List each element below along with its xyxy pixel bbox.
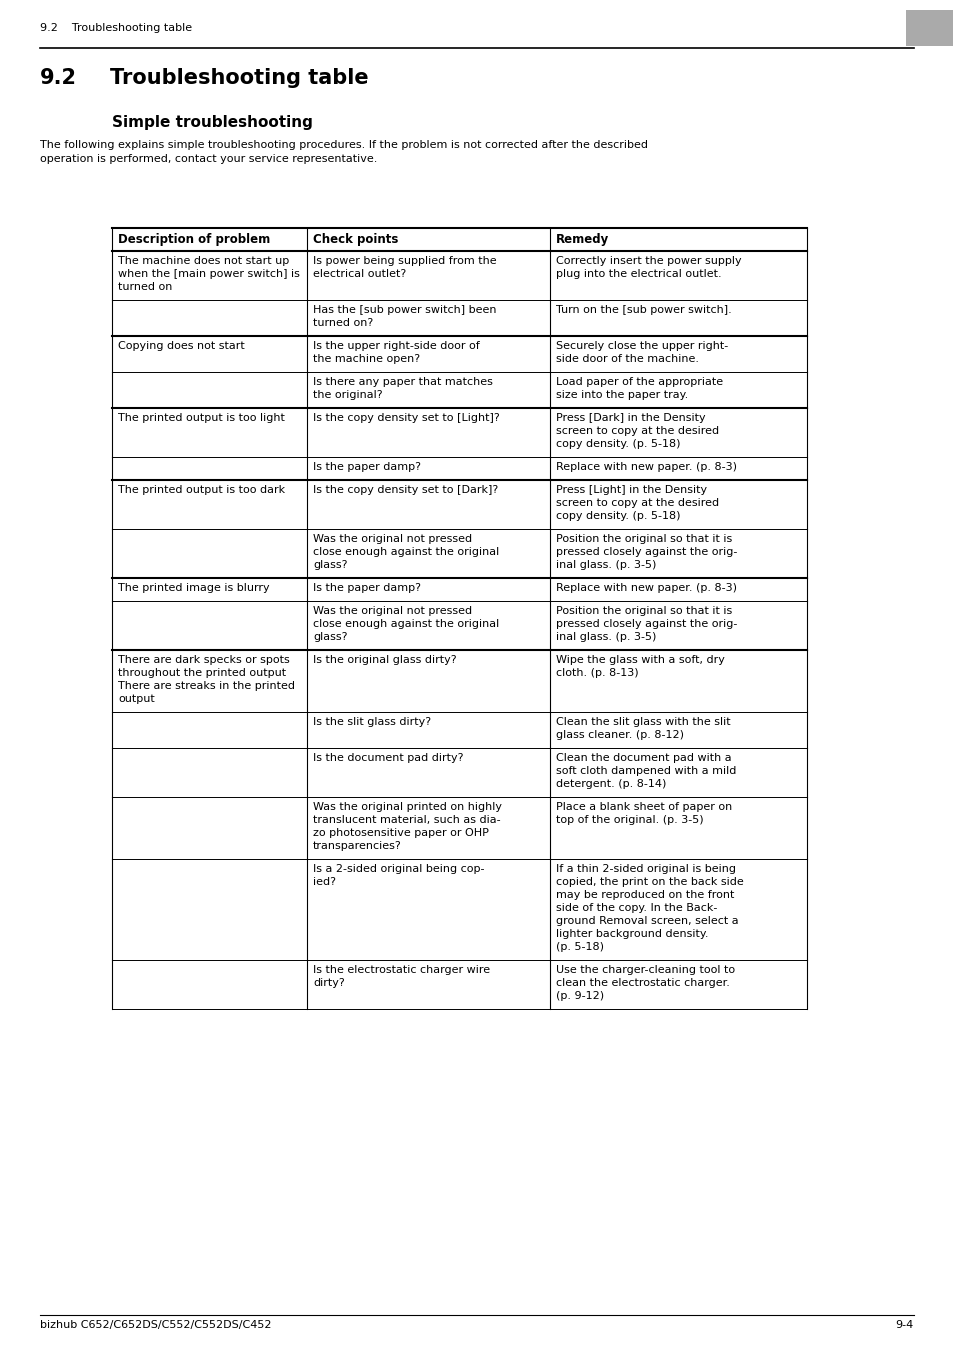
Text: Check points: Check points <box>313 234 398 246</box>
Text: Turn on the [sub power switch].: Turn on the [sub power switch]. <box>556 305 731 315</box>
Text: soft cloth dampened with a mild: soft cloth dampened with a mild <box>556 765 736 776</box>
Text: Remedy: Remedy <box>556 234 609 246</box>
Text: top of the original. (p. 3-5): top of the original. (p. 3-5) <box>556 815 703 825</box>
Text: Securely close the upper right-: Securely close the upper right- <box>556 342 727 351</box>
Text: glass?: glass? <box>313 560 347 570</box>
Text: Wipe the glass with a soft, dry: Wipe the glass with a soft, dry <box>556 655 724 666</box>
Text: close enough against the original: close enough against the original <box>313 547 498 558</box>
Text: Is the upper right-side door of: Is the upper right-side door of <box>313 342 479 351</box>
Text: dirty?: dirty? <box>313 977 344 988</box>
Text: zo photosensitive paper or OHP: zo photosensitive paper or OHP <box>313 828 488 838</box>
Text: Is a 2-sided original being cop-: Is a 2-sided original being cop- <box>313 864 484 873</box>
Text: copy density. (p. 5-18): copy density. (p. 5-18) <box>556 512 679 521</box>
Text: Correctly insert the power supply: Correctly insert the power supply <box>556 256 740 266</box>
Text: Position the original so that it is: Position the original so that it is <box>556 606 732 616</box>
Text: pressed closely against the orig-: pressed closely against the orig- <box>556 620 737 629</box>
Text: glass cleaner. (p. 8-12): glass cleaner. (p. 8-12) <box>556 730 683 740</box>
Text: pressed closely against the orig-: pressed closely against the orig- <box>556 547 737 558</box>
Text: close enough against the original: close enough against the original <box>313 620 498 629</box>
Text: screen to copy at the desired: screen to copy at the desired <box>556 427 719 436</box>
Text: plug into the electrical outlet.: plug into the electrical outlet. <box>556 269 720 279</box>
Text: The printed image is blurry: The printed image is blurry <box>118 583 270 593</box>
Text: ground Removal screen, select a: ground Removal screen, select a <box>556 917 738 926</box>
Text: translucent material, such as dia-: translucent material, such as dia- <box>313 815 500 825</box>
Text: Has the [sub power switch] been: Has the [sub power switch] been <box>313 305 496 315</box>
Text: transparencies?: transparencies? <box>313 841 401 850</box>
Text: throughout the printed output: throughout the printed output <box>118 668 286 678</box>
Text: bizhub C652/C652DS/C552/C552DS/C452: bizhub C652/C652DS/C552/C552DS/C452 <box>40 1320 272 1330</box>
Text: may be reproduced on the front: may be reproduced on the front <box>556 890 734 900</box>
Text: cloth. (p. 8-13): cloth. (p. 8-13) <box>556 668 638 678</box>
Text: Press [Light] in the Density: Press [Light] in the Density <box>556 485 706 495</box>
Text: Replace with new paper. (p. 8-3): Replace with new paper. (p. 8-3) <box>556 462 737 472</box>
Text: 9.2: 9.2 <box>40 68 77 88</box>
Text: Is the original glass dirty?: Is the original glass dirty? <box>313 655 456 666</box>
Text: Is the copy density set to [Light]?: Is the copy density set to [Light]? <box>313 413 499 423</box>
Text: clean the electrostatic charger.: clean the electrostatic charger. <box>556 977 729 988</box>
Text: Is the copy density set to [Dark]?: Is the copy density set to [Dark]? <box>313 485 497 495</box>
Text: Place a blank sheet of paper on: Place a blank sheet of paper on <box>556 802 732 811</box>
Text: size into the paper tray.: size into the paper tray. <box>556 390 687 400</box>
Text: 9: 9 <box>922 18 937 38</box>
Text: The printed output is too light: The printed output is too light <box>118 413 285 423</box>
Text: Was the original not pressed: Was the original not pressed <box>313 606 472 616</box>
Text: Troubleshooting table: Troubleshooting table <box>110 68 368 88</box>
Text: Was the original not pressed: Was the original not pressed <box>313 535 472 544</box>
Text: If a thin 2-sided original is being: If a thin 2-sided original is being <box>556 864 735 873</box>
Text: output: output <box>118 694 154 703</box>
Text: There are streaks in the printed: There are streaks in the printed <box>118 680 294 691</box>
Text: Is power being supplied from the: Is power being supplied from the <box>313 256 497 266</box>
Text: the original?: the original? <box>313 390 382 400</box>
Text: electrical outlet?: electrical outlet? <box>313 269 406 279</box>
Text: Press [Dark] in the Density: Press [Dark] in the Density <box>556 413 705 423</box>
Text: Is the document pad dirty?: Is the document pad dirty? <box>313 753 463 763</box>
Text: copy density. (p. 5-18): copy density. (p. 5-18) <box>556 439 679 450</box>
Text: Is the paper damp?: Is the paper damp? <box>313 462 420 472</box>
Text: turned on?: turned on? <box>313 319 373 328</box>
Text: 9.2    Troubleshooting table: 9.2 Troubleshooting table <box>40 23 192 32</box>
Text: Clean the document pad with a: Clean the document pad with a <box>556 753 731 763</box>
Text: inal glass. (p. 3-5): inal glass. (p. 3-5) <box>556 560 656 570</box>
Text: Clean the slit glass with the slit: Clean the slit glass with the slit <box>556 717 730 728</box>
Text: side door of the machine.: side door of the machine. <box>556 354 699 364</box>
Text: There are dark specks or spots: There are dark specks or spots <box>118 655 290 666</box>
Text: The machine does not start up: The machine does not start up <box>118 256 289 266</box>
Text: (p. 9-12): (p. 9-12) <box>556 991 603 1000</box>
Text: The printed output is too dark: The printed output is too dark <box>118 485 285 495</box>
Text: when the [main power switch] is: when the [main power switch] is <box>118 269 299 279</box>
Text: inal glass. (p. 3-5): inal glass. (p. 3-5) <box>556 632 656 643</box>
Text: (p. 5-18): (p. 5-18) <box>556 942 603 952</box>
Text: Description of problem: Description of problem <box>118 234 270 246</box>
Text: The following explains simple troubleshooting procedures. If the problem is not : The following explains simple troublesho… <box>40 140 647 150</box>
Text: side of the copy. In the Back-: side of the copy. In the Back- <box>556 903 717 913</box>
Text: detergent. (p. 8-14): detergent. (p. 8-14) <box>556 779 666 788</box>
Text: Is the slit glass dirty?: Is the slit glass dirty? <box>313 717 431 728</box>
Text: Position the original so that it is: Position the original so that it is <box>556 535 732 544</box>
Text: Copying does not start: Copying does not start <box>118 342 245 351</box>
Text: Replace with new paper. (p. 8-3): Replace with new paper. (p. 8-3) <box>556 583 737 593</box>
Text: Is there any paper that matches: Is there any paper that matches <box>313 377 493 387</box>
Text: Use the charger-cleaning tool to: Use the charger-cleaning tool to <box>556 965 735 975</box>
Text: Load paper of the appropriate: Load paper of the appropriate <box>556 377 722 387</box>
Text: turned on: turned on <box>118 282 172 292</box>
Bar <box>905 9 953 46</box>
Text: lighter background density.: lighter background density. <box>556 929 708 940</box>
Text: the machine open?: the machine open? <box>313 354 419 364</box>
Text: ied?: ied? <box>313 878 335 887</box>
Text: copied, the print on the back side: copied, the print on the back side <box>556 878 743 887</box>
Text: Was the original printed on highly: Was the original printed on highly <box>313 802 501 811</box>
Text: 9-4: 9-4 <box>895 1320 913 1330</box>
Text: Simple troubleshooting: Simple troubleshooting <box>112 115 313 130</box>
Text: Is the electrostatic charger wire: Is the electrostatic charger wire <box>313 965 490 975</box>
Text: screen to copy at the desired: screen to copy at the desired <box>556 498 719 508</box>
Text: Is the paper damp?: Is the paper damp? <box>313 583 420 593</box>
Text: operation is performed, contact your service representative.: operation is performed, contact your ser… <box>40 154 377 163</box>
Text: glass?: glass? <box>313 632 347 643</box>
